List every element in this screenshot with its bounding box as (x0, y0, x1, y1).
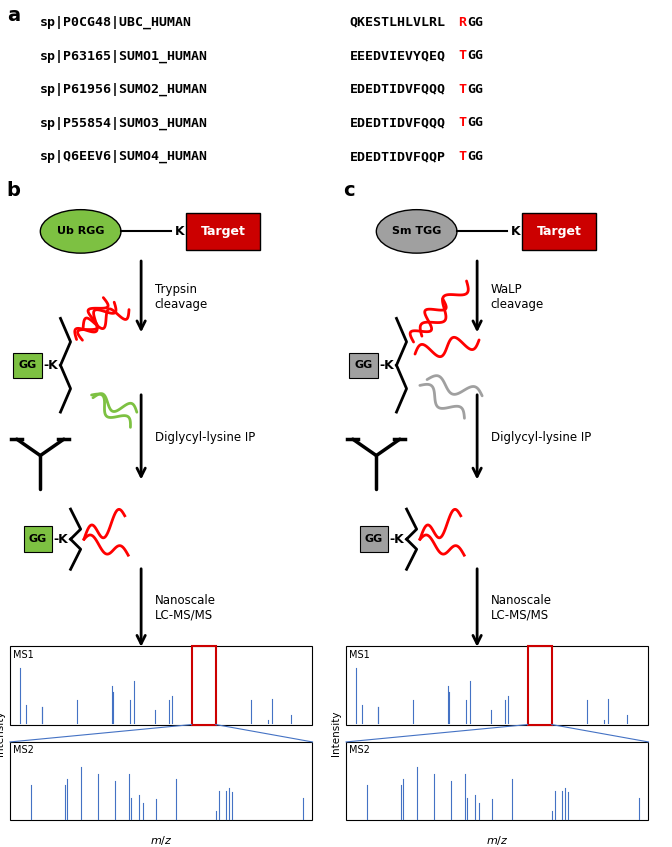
Text: T: T (458, 150, 466, 163)
Text: a: a (7, 6, 20, 25)
Bar (13, 352, 42, 378)
Bar (186, 213, 260, 250)
Bar (346, 646, 648, 724)
Bar (24, 527, 52, 552)
Bar (528, 646, 552, 724)
Text: GG: GG (28, 534, 47, 545)
Bar (360, 527, 388, 552)
Text: Intensity: Intensity (331, 711, 341, 756)
Text: sp|P55854|SUMO3_HUMAN: sp|P55854|SUMO3_HUMAN (40, 116, 208, 130)
Text: Intensity: Intensity (0, 711, 5, 756)
Bar (522, 213, 596, 250)
Text: b: b (7, 181, 21, 200)
Text: EDEDTIDVFQQQ: EDEDTIDVFQQQ (349, 83, 446, 96)
Text: sp|P63165|SUMO1_HUMAN: sp|P63165|SUMO1_HUMAN (40, 49, 208, 63)
Text: -K: -K (379, 359, 394, 372)
Text: GG: GG (354, 360, 373, 370)
Text: R: R (458, 16, 466, 29)
Bar (10, 646, 312, 724)
Text: GG: GG (18, 360, 37, 370)
Text: GG: GG (467, 49, 483, 63)
Text: -K: -K (53, 533, 68, 545)
Text: sp|P61956|SUMO2_HUMAN: sp|P61956|SUMO2_HUMAN (40, 83, 208, 96)
Text: $m/z$: $m/z$ (486, 833, 509, 847)
Text: GG: GG (364, 534, 383, 545)
Text: Diglycyl-lysine IP: Diglycyl-lysine IP (491, 430, 591, 444)
Text: Target: Target (201, 225, 245, 238)
Text: GG: GG (467, 83, 483, 96)
Text: Sm TGG: Sm TGG (392, 226, 442, 236)
Text: K: K (511, 225, 520, 238)
Text: GG: GG (467, 150, 483, 163)
Text: MS2: MS2 (349, 745, 370, 756)
Text: QKESTLHLVLRL: QKESTLHLVLRL (349, 16, 446, 29)
Text: EDEDTIDVFQQQ: EDEDTIDVFQQQ (349, 117, 446, 130)
Ellipse shape (40, 210, 121, 253)
Text: Diglycyl-lysine IP: Diglycyl-lysine IP (155, 430, 255, 444)
Bar (349, 352, 378, 378)
Text: WaLP
cleavage: WaLP cleavage (491, 283, 544, 311)
Text: EEEDVIEVYQEQ: EEEDVIEVYQEQ (349, 49, 446, 63)
Text: T: T (458, 83, 466, 96)
Text: MS2: MS2 (13, 745, 34, 756)
Text: sp|P0CG48|UBC_HUMAN: sp|P0CG48|UBC_HUMAN (40, 16, 192, 29)
Text: MS1: MS1 (349, 650, 370, 660)
Text: K: K (175, 225, 184, 238)
Text: Nanoscale
LC-MS/MS: Nanoscale LC-MS/MS (491, 594, 552, 622)
Text: Target: Target (537, 225, 581, 238)
Text: GG: GG (467, 117, 483, 130)
Text: c: c (343, 181, 354, 200)
Text: GG: GG (467, 16, 483, 29)
Text: $m/z$: $m/z$ (150, 833, 173, 847)
Text: Nanoscale
LC-MS/MS: Nanoscale LC-MS/MS (155, 594, 216, 622)
Text: Trypsin
cleavage: Trypsin cleavage (155, 283, 208, 311)
Text: T: T (458, 117, 466, 130)
Ellipse shape (376, 210, 457, 253)
Text: -K: -K (389, 533, 404, 545)
Text: MS1: MS1 (13, 650, 34, 660)
Text: T: T (458, 49, 466, 63)
Bar (192, 646, 216, 724)
Text: EDEDTIDVFQQP: EDEDTIDVFQQP (349, 150, 446, 163)
Text: sp|Q6EEV6|SUMO4_HUMAN: sp|Q6EEV6|SUMO4_HUMAN (40, 150, 208, 163)
Bar (346, 742, 648, 820)
Text: Ub RGG: Ub RGG (57, 226, 104, 236)
Text: -K: -K (43, 359, 58, 372)
Bar (10, 742, 312, 820)
